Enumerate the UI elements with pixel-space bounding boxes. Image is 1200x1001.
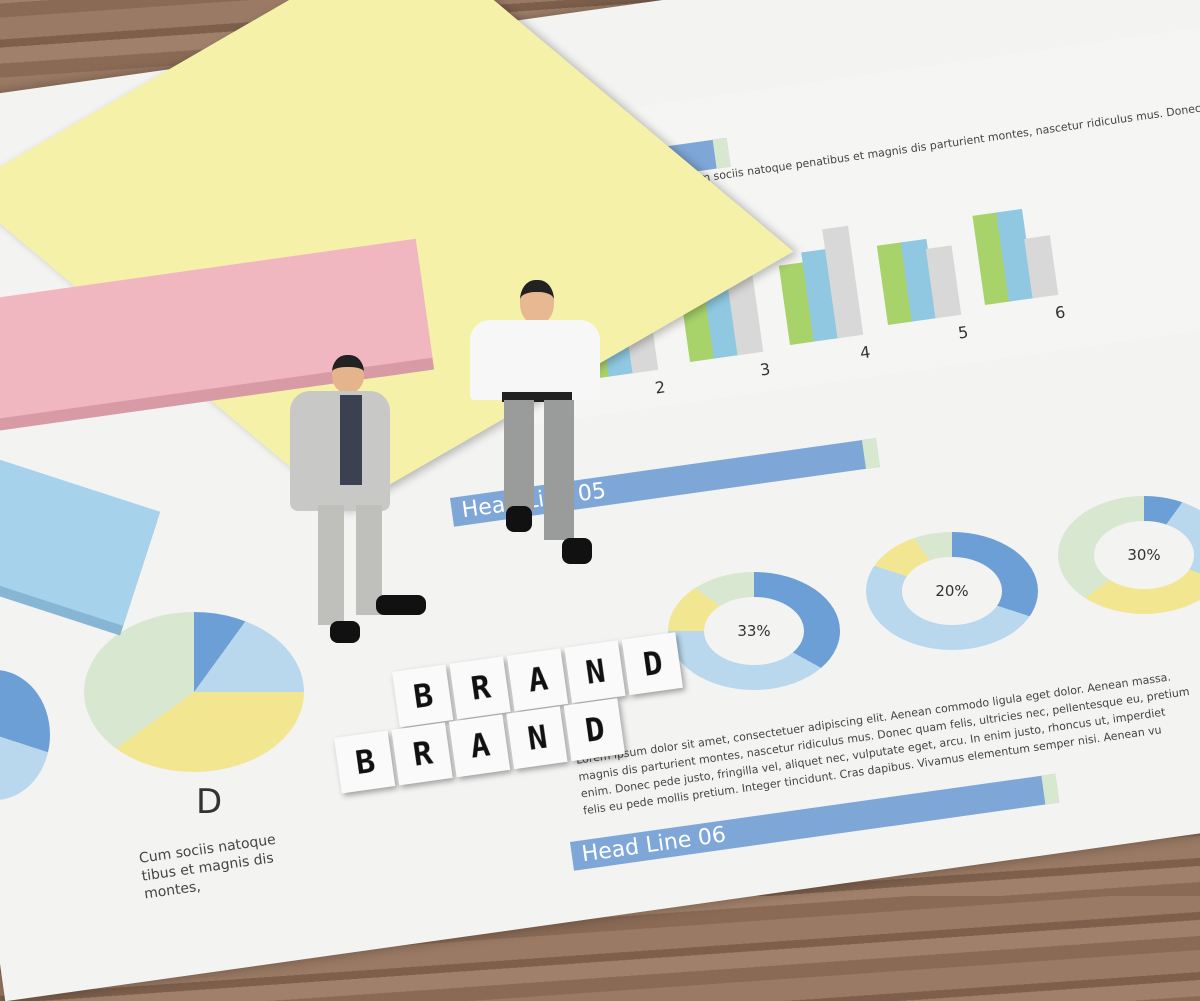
donut-30: 30%	[1058, 496, 1200, 614]
donut-label: 20%	[902, 556, 1002, 626]
donut-20: 20%	[866, 532, 1038, 650]
pie-label: D	[196, 782, 223, 822]
bar-group	[960, 110, 1104, 305]
donut-label: 33%	[704, 596, 804, 666]
donut-label: 30%	[1094, 520, 1194, 590]
donut-33: 33%	[668, 572, 840, 690]
pie-chart	[84, 612, 304, 772]
